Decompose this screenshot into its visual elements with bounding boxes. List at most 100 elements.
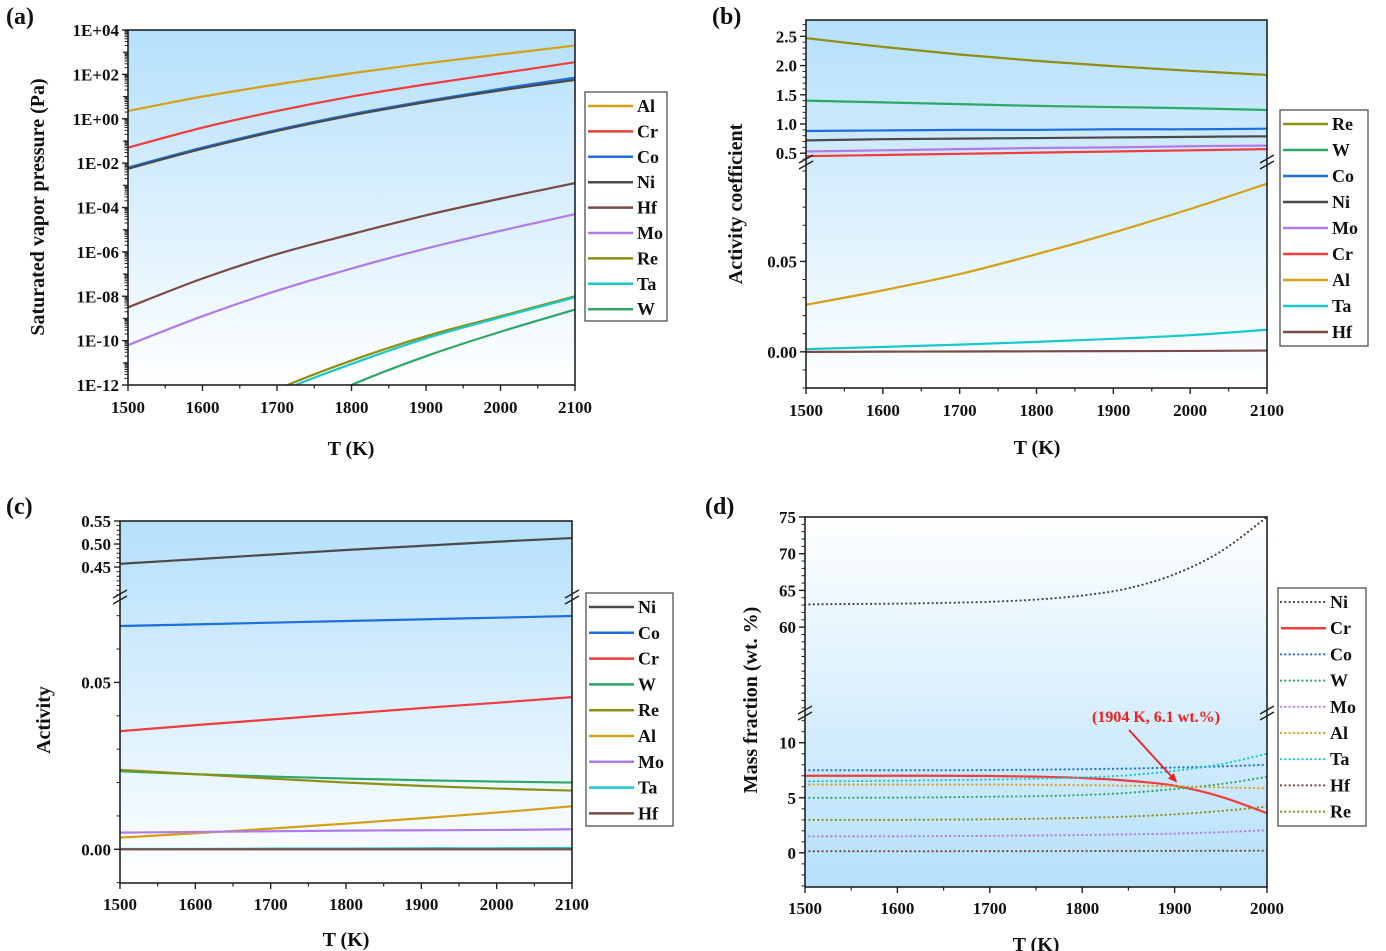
x-axis: 1500 1600 1700 1800 1900 2000 2100 xyxy=(103,883,589,914)
x-tick-label: 1600 xyxy=(866,401,900,420)
y-axis-title: Activity xyxy=(33,686,55,754)
legend-item-ni: Ni xyxy=(1279,592,1348,612)
x-tick-label: 1500 xyxy=(103,895,137,914)
panel-d: 1500 1600 1700 1800 1900 2000 T (K) 60 65 70 75 0 5 1… xyxy=(705,494,1367,951)
legend: Ni Cr Co W Mo Al Ta Hf Re xyxy=(1277,587,1367,827)
legend-label: Al xyxy=(1330,723,1348,743)
legend-item-ni: Ni xyxy=(588,172,655,192)
axis-break-mark xyxy=(798,160,814,170)
legend-item-ta: Ta xyxy=(1283,296,1351,316)
series-line-mo xyxy=(128,213,575,347)
series-line-co xyxy=(120,614,572,628)
x-tick-label: 1600 xyxy=(186,398,220,417)
legend-item-cr: Cr xyxy=(1283,244,1353,264)
legend-item-cr: Cr xyxy=(1281,618,1351,638)
y-tick-label: 0.45 xyxy=(81,558,111,577)
x-tick-label: 1900 xyxy=(1096,401,1130,420)
panel-c: 1500 1600 1700 1800 1900 2000 2100 T (K) 0.45 0.5… xyxy=(6,494,674,951)
y-axis-title: Saturated vapor pressure (Pa) xyxy=(27,78,49,335)
series-line-mo xyxy=(805,829,1267,838)
x-tick-label: 2000 xyxy=(484,398,518,417)
legend-label: Re xyxy=(638,700,659,720)
legend-item-re: Re xyxy=(588,248,658,268)
y-tick-label: 0 xyxy=(788,844,797,863)
series-line-ni xyxy=(805,517,1267,606)
legend-label: W xyxy=(638,674,656,694)
series-line-ni xyxy=(806,135,1267,142)
y-axis: 1E+04 1E+02 1E+00 1E-02 1E-04 1E-06 1E-08 1E-10… xyxy=(72,21,128,395)
x-tick-label: 1800 xyxy=(1065,899,1099,918)
axis-break-mark xyxy=(112,595,128,605)
series-line-hf xyxy=(806,349,1267,353)
y-axis: 60 65 70 75 0 5 10 xyxy=(779,508,805,887)
x-tick-label: 1700 xyxy=(260,398,294,417)
legend-label: Co xyxy=(1330,644,1352,664)
y-tick-label: 60 xyxy=(779,618,796,637)
x-axis: 1500 1600 1700 1800 1900 2000 xyxy=(788,887,1284,918)
legend-item-w: W xyxy=(588,299,655,319)
legend-item-w: W xyxy=(1283,140,1350,160)
axis-break-mark xyxy=(112,589,128,599)
series-line-w xyxy=(348,308,575,385)
legend-item-al: Al xyxy=(1279,723,1348,743)
series-lines xyxy=(128,44,575,385)
legend-item-re: Re xyxy=(1279,802,1351,822)
y-tick-label: 2.0 xyxy=(776,57,797,76)
series-line-cr xyxy=(806,148,1267,158)
y-tick-label: 65 xyxy=(779,581,796,600)
series-lines xyxy=(806,37,1267,353)
series-line-cr xyxy=(128,61,575,149)
series-line-co xyxy=(806,127,1267,133)
legend-label: Al xyxy=(637,96,655,116)
legend-label: Ta xyxy=(638,778,657,798)
series-line-co xyxy=(805,763,1267,772)
legend-item-hf: Hf xyxy=(1279,775,1351,795)
legend-item-hf: Hf xyxy=(1283,322,1353,342)
series-line-mo xyxy=(806,144,1267,153)
y-tick-label: 0.50 xyxy=(81,535,111,554)
legend-label: Cr xyxy=(638,649,659,669)
legend-item-re: Re xyxy=(1283,114,1353,134)
series-line-ta xyxy=(806,328,1267,351)
y-tick-label: 1E+04 xyxy=(72,21,119,40)
series-line-w xyxy=(805,775,1267,799)
axis-break-mark xyxy=(564,589,580,599)
legend-item-w: W xyxy=(1279,671,1348,691)
x-tick-label: 1900 xyxy=(404,895,438,914)
plot-background xyxy=(805,517,1267,887)
legend-item-co: Co xyxy=(1279,644,1352,664)
legend: Re W Co Ni Mo Cr Al Ta Hf xyxy=(1279,109,1369,347)
legend-label: Ta xyxy=(637,274,656,294)
legend-label: Al xyxy=(1332,270,1350,290)
legend-item-hf: Hf xyxy=(589,803,659,823)
plot-background xyxy=(806,20,1267,388)
legend-item-al: Al xyxy=(589,726,656,746)
y-tick-label: 1E-02 xyxy=(77,154,120,173)
panel-label: (b) xyxy=(712,4,741,30)
series-line-hf xyxy=(128,182,575,309)
legend-label: Co xyxy=(638,623,660,643)
legend-item-mo: Mo xyxy=(589,752,664,772)
legend-label: Hf xyxy=(1332,322,1353,342)
x-tick-label: 2100 xyxy=(555,895,589,914)
y-tick-label: 1E-12 xyxy=(77,376,120,395)
y-tick-label: 1E-08 xyxy=(77,287,120,306)
legend-label: Re xyxy=(1332,114,1353,134)
x-tick-label: 1500 xyxy=(788,899,822,918)
x-tick-label: 1600 xyxy=(178,895,212,914)
x-tick-label: 2000 xyxy=(1250,899,1284,918)
series-lines xyxy=(805,517,1267,853)
series-line-al xyxy=(128,44,575,113)
y-tick-label: 2.5 xyxy=(776,27,797,46)
y-axis: 0.45 0.50 0.55 0.00 0.05 xyxy=(81,512,120,884)
legend-label: Cr xyxy=(1332,244,1353,264)
legend: Ni Co Cr W Re Al Mo Ta Hf xyxy=(585,592,674,827)
legend-label: Co xyxy=(1332,166,1354,186)
plot-background xyxy=(128,30,575,385)
legend-item-hf: Hf xyxy=(588,198,658,218)
legend-label: Cr xyxy=(1330,618,1351,638)
legend-item-al: Al xyxy=(588,96,655,116)
legend-item-cr: Cr xyxy=(589,649,659,669)
annotation-arrow xyxy=(1128,729,1177,783)
